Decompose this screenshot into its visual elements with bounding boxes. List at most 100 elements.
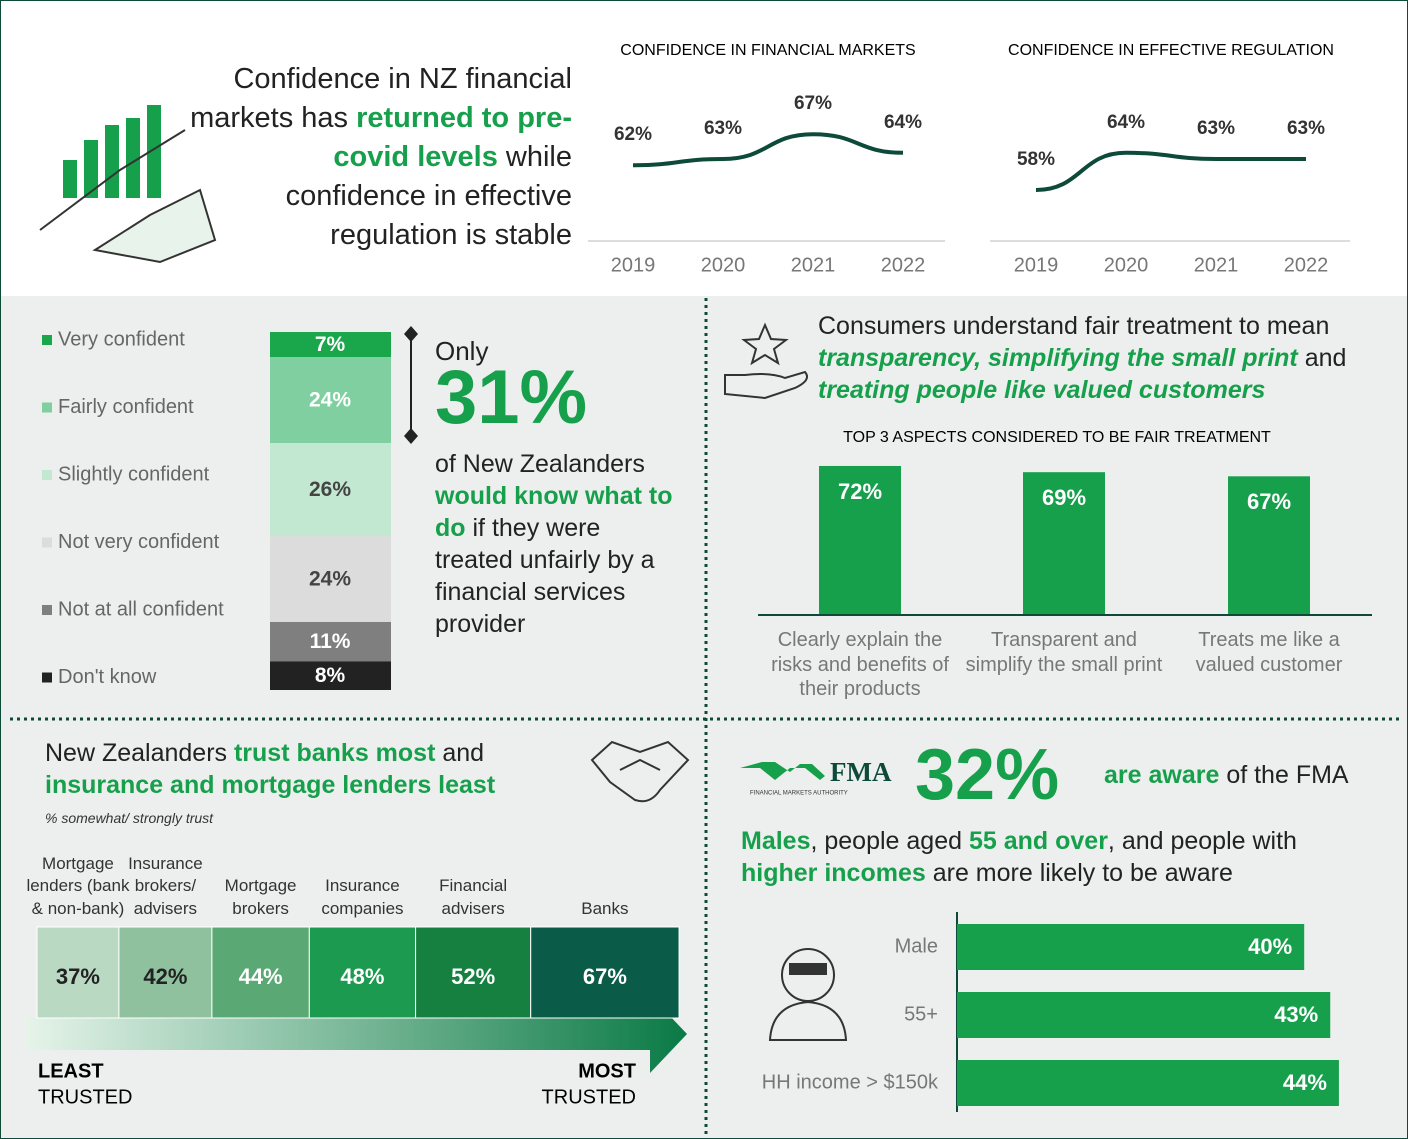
trust-text: New Zealanders trust banks most and insu… — [45, 737, 585, 801]
x-tick-label: 2022 — [1284, 254, 1329, 276]
legend-swatch — [42, 605, 52, 615]
data-label: 42% — [143, 964, 187, 989]
x-tick-label: 2021 — [1194, 254, 1239, 276]
fma-logo-mark — [740, 762, 825, 780]
chart-title: CONFIDENCE IN FINANCIAL MARKETS — [620, 42, 915, 59]
text: and — [1298, 344, 1347, 372]
data-label: 69% — [1042, 485, 1086, 510]
data-label: 63% — [704, 118, 742, 139]
emphasis: higher incomes — [741, 859, 926, 887]
data-label: 67% — [794, 93, 832, 114]
x-tick-label: 2019 — [1014, 254, 1059, 276]
category-label: Insurance brokers/ advisers — [119, 853, 212, 921]
data-label: 44% — [239, 964, 283, 989]
text: , people aged — [810, 827, 968, 855]
data-label: 44% — [1283, 1070, 1327, 1095]
chart-title: CONFIDENCE IN EFFECTIVE REGULATION — [1008, 42, 1334, 59]
fair-text: Consumers understand fair treatment to m… — [818, 310, 1393, 406]
emphasis: are aware — [1104, 761, 1219, 789]
legend-label: Very confident — [58, 328, 185, 350]
legend-label: Fairly confident — [58, 396, 194, 418]
text: , and people with — [1108, 827, 1297, 855]
x-tick-label: 2022 — [881, 254, 926, 276]
text: of New Zealanders — [435, 450, 645, 478]
chart-subtitle: % somewhat/ strongly trust — [45, 810, 213, 826]
least-label: TRUSTED — [38, 1086, 132, 1108]
category-label: Financial advisers — [416, 875, 531, 920]
emphasis: transparency, simplifying the small prin… — [818, 344, 1298, 372]
chart-title: TOP 3 ASPECTS CONSIDERED TO BE FAIR TREA… — [843, 429, 1271, 446]
text: and — [435, 739, 484, 767]
data-label: 58% — [1017, 149, 1055, 170]
category-label: Banks — [531, 898, 679, 921]
data-label: 37% — [56, 964, 100, 989]
data-label: 62% — [614, 124, 652, 145]
data-label: 43% — [1274, 1002, 1318, 1027]
bar — [957, 1060, 1339, 1106]
legend-label: Don't know — [58, 666, 157, 688]
infographic: FMA FINANCIAL MARKETS AUTHORITY 32% 31% … — [0, 0, 1408, 1139]
legend-swatch — [42, 538, 52, 548]
fma-logo: FMA — [830, 757, 892, 787]
category-label: HH income > $150k — [762, 1071, 939, 1093]
unfair-intro: Only — [435, 336, 488, 367]
emphasis: Males — [741, 827, 810, 855]
text: are more likely to be aware — [926, 859, 1233, 887]
data-label: 67% — [583, 964, 627, 989]
headline: Confidence in NZ financial markets has r… — [190, 60, 572, 255]
category-label: Male — [895, 935, 938, 957]
data-label: 64% — [1107, 112, 1145, 133]
emphasis: treating people like valued customers — [818, 376, 1265, 404]
fma-stat: 32% — [915, 735, 1059, 815]
data-label: 48% — [340, 964, 384, 989]
x-tick-label: 2019 — [611, 254, 656, 276]
person-icon — [770, 949, 846, 1040]
emphasis: insurance and mortgage lenders least — [45, 771, 495, 799]
x-tick-label: Treats me like a valued customer — [1169, 628, 1369, 677]
most-label: TRUSTED — [542, 1086, 636, 1108]
x-tick-label: 2021 — [791, 254, 836, 276]
data-label: 40% — [1248, 934, 1292, 959]
emphasis: trust banks most — [234, 739, 435, 767]
legend-label: Not at all confident — [58, 598, 224, 620]
fma-logo-sub: FINANCIAL MARKETS AUTHORITY — [750, 791, 848, 797]
data-label: 11% — [310, 630, 351, 653]
data-label: 72% — [838, 479, 882, 504]
most-label: MOST — [578, 1060, 636, 1082]
data-label: 26% — [309, 478, 351, 501]
fma-detail: Males, people aged 55 and over, and peop… — [741, 825, 1361, 889]
text: Consumers understand fair treatment to m… — [818, 312, 1329, 340]
legend-swatch — [42, 673, 52, 683]
x-tick-label: Clearly explain the risks and benefits o… — [760, 628, 960, 702]
category-label: Mortgage brokers — [212, 875, 309, 920]
x-tick-label: 2020 — [701, 254, 746, 276]
emphasis: 55 and over — [969, 827, 1108, 855]
category-label: Insurance companies — [309, 875, 415, 920]
least-label: LEAST — [38, 1060, 104, 1082]
data-label: 64% — [884, 112, 922, 133]
data-label: 63% — [1197, 118, 1235, 139]
x-tick-label: 2020 — [1104, 254, 1149, 276]
legend-label: Not very confident — [58, 531, 220, 553]
unfair-text: of New Zealanders would know what to do … — [435, 448, 680, 640]
data-label: 24% — [309, 568, 351, 591]
x-tick-label: Transparent and simplify the small print — [964, 628, 1164, 677]
fma-text: are aware of the FMA — [1104, 761, 1349, 790]
data-label: 52% — [451, 964, 495, 989]
fair-icon — [725, 325, 807, 398]
data-label: 7% — [315, 333, 346, 356]
text: of the FMA — [1219, 761, 1348, 789]
data-label: 24% — [309, 389, 351, 412]
text: if they were treated unfairly by a finan… — [435, 514, 655, 638]
text: New Zealanders — [45, 739, 234, 767]
category-label: 55+ — [904, 1003, 938, 1025]
legend-swatch — [42, 403, 52, 413]
legend-label: Slightly confident — [58, 463, 210, 485]
legend-swatch — [42, 470, 52, 480]
legend-swatch — [42, 335, 52, 345]
handshake-icon — [592, 742, 688, 801]
unfair-stat: 31% — [435, 355, 587, 440]
data-label: 63% — [1287, 118, 1325, 139]
data-label: 8% — [315, 664, 346, 687]
data-label: 67% — [1247, 489, 1291, 514]
